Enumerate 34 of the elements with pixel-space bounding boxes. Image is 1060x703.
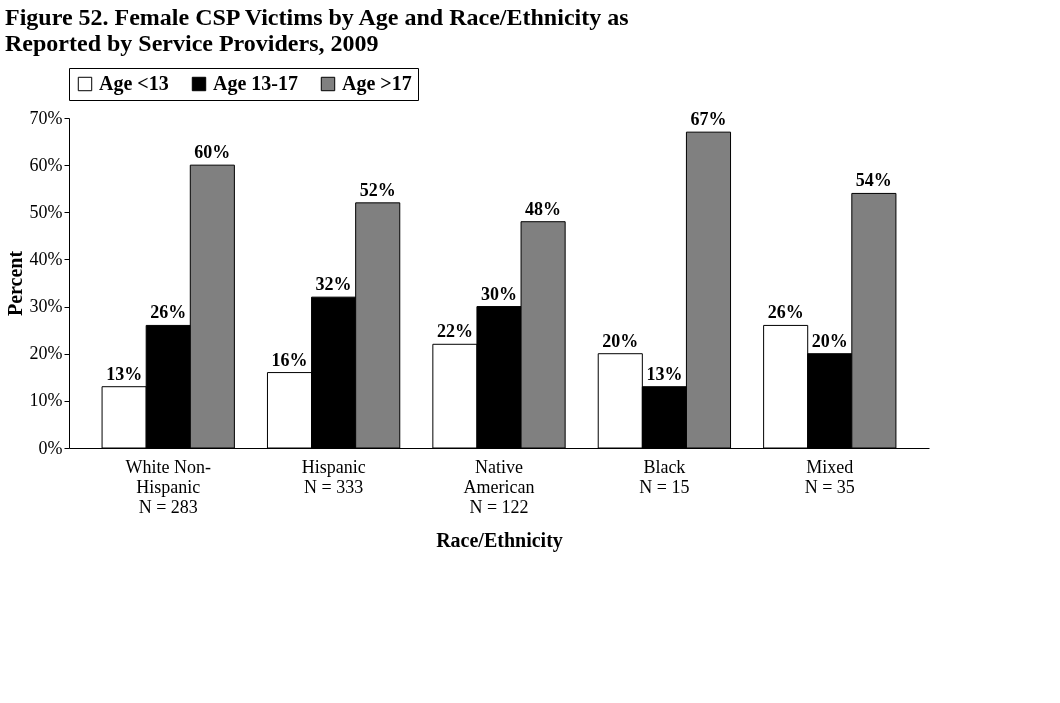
data-label: 54% (855, 170, 892, 191)
y-tick-label: 50% (29, 201, 63, 222)
data-label: 20% (602, 330, 639, 351)
legend-label: Age <13 (99, 72, 169, 95)
legend-label: Age 13-17 (213, 72, 298, 95)
data-label: 30% (481, 283, 517, 304)
data-label: 26% (150, 302, 187, 323)
data-label: 48% (525, 198, 562, 219)
x-axis-title: Race/Ethnicity (436, 528, 563, 552)
legend-label: Age >17 (342, 72, 412, 95)
data-label: 13% (646, 363, 683, 384)
x-tick-label: White Non- Hispanic N = 283 (125, 456, 211, 517)
x-tick-label: Hispanic N = 333 (301, 456, 366, 497)
data-label: 60% (194, 142, 231, 163)
data-label: 20% (811, 330, 848, 351)
y-tick-label: 60% (29, 154, 63, 175)
y-tick-label: 20% (29, 343, 63, 364)
y-tick-label: 0% (38, 437, 63, 458)
x-tick-label: Black N = 15 (639, 456, 690, 497)
data-label: 52% (359, 179, 396, 200)
data-label: 26% (767, 302, 804, 323)
data-label: 32% (315, 274, 352, 295)
data-label: 22% (436, 321, 473, 342)
y-tick-label: 30% (29, 296, 63, 317)
x-tick-label: Mixed N = 35 (804, 456, 855, 497)
x-tick-label: Native American N = 122 (463, 456, 535, 517)
data-label: 13% (106, 363, 143, 384)
data-label: 16% (271, 349, 308, 370)
y-tick-label: 70% (29, 107, 63, 128)
y-tick-label: 10% (29, 390, 63, 411)
chart-title: Figure 52. Female CSP Victims by Age and Race/Ethnicity as Reported by Service Providers, 2009 (5, 3, 629, 56)
y-tick-label: 40% (29, 248, 63, 269)
y-axis-title: Percent (3, 250, 26, 317)
data-label: 67% (690, 109, 727, 130)
